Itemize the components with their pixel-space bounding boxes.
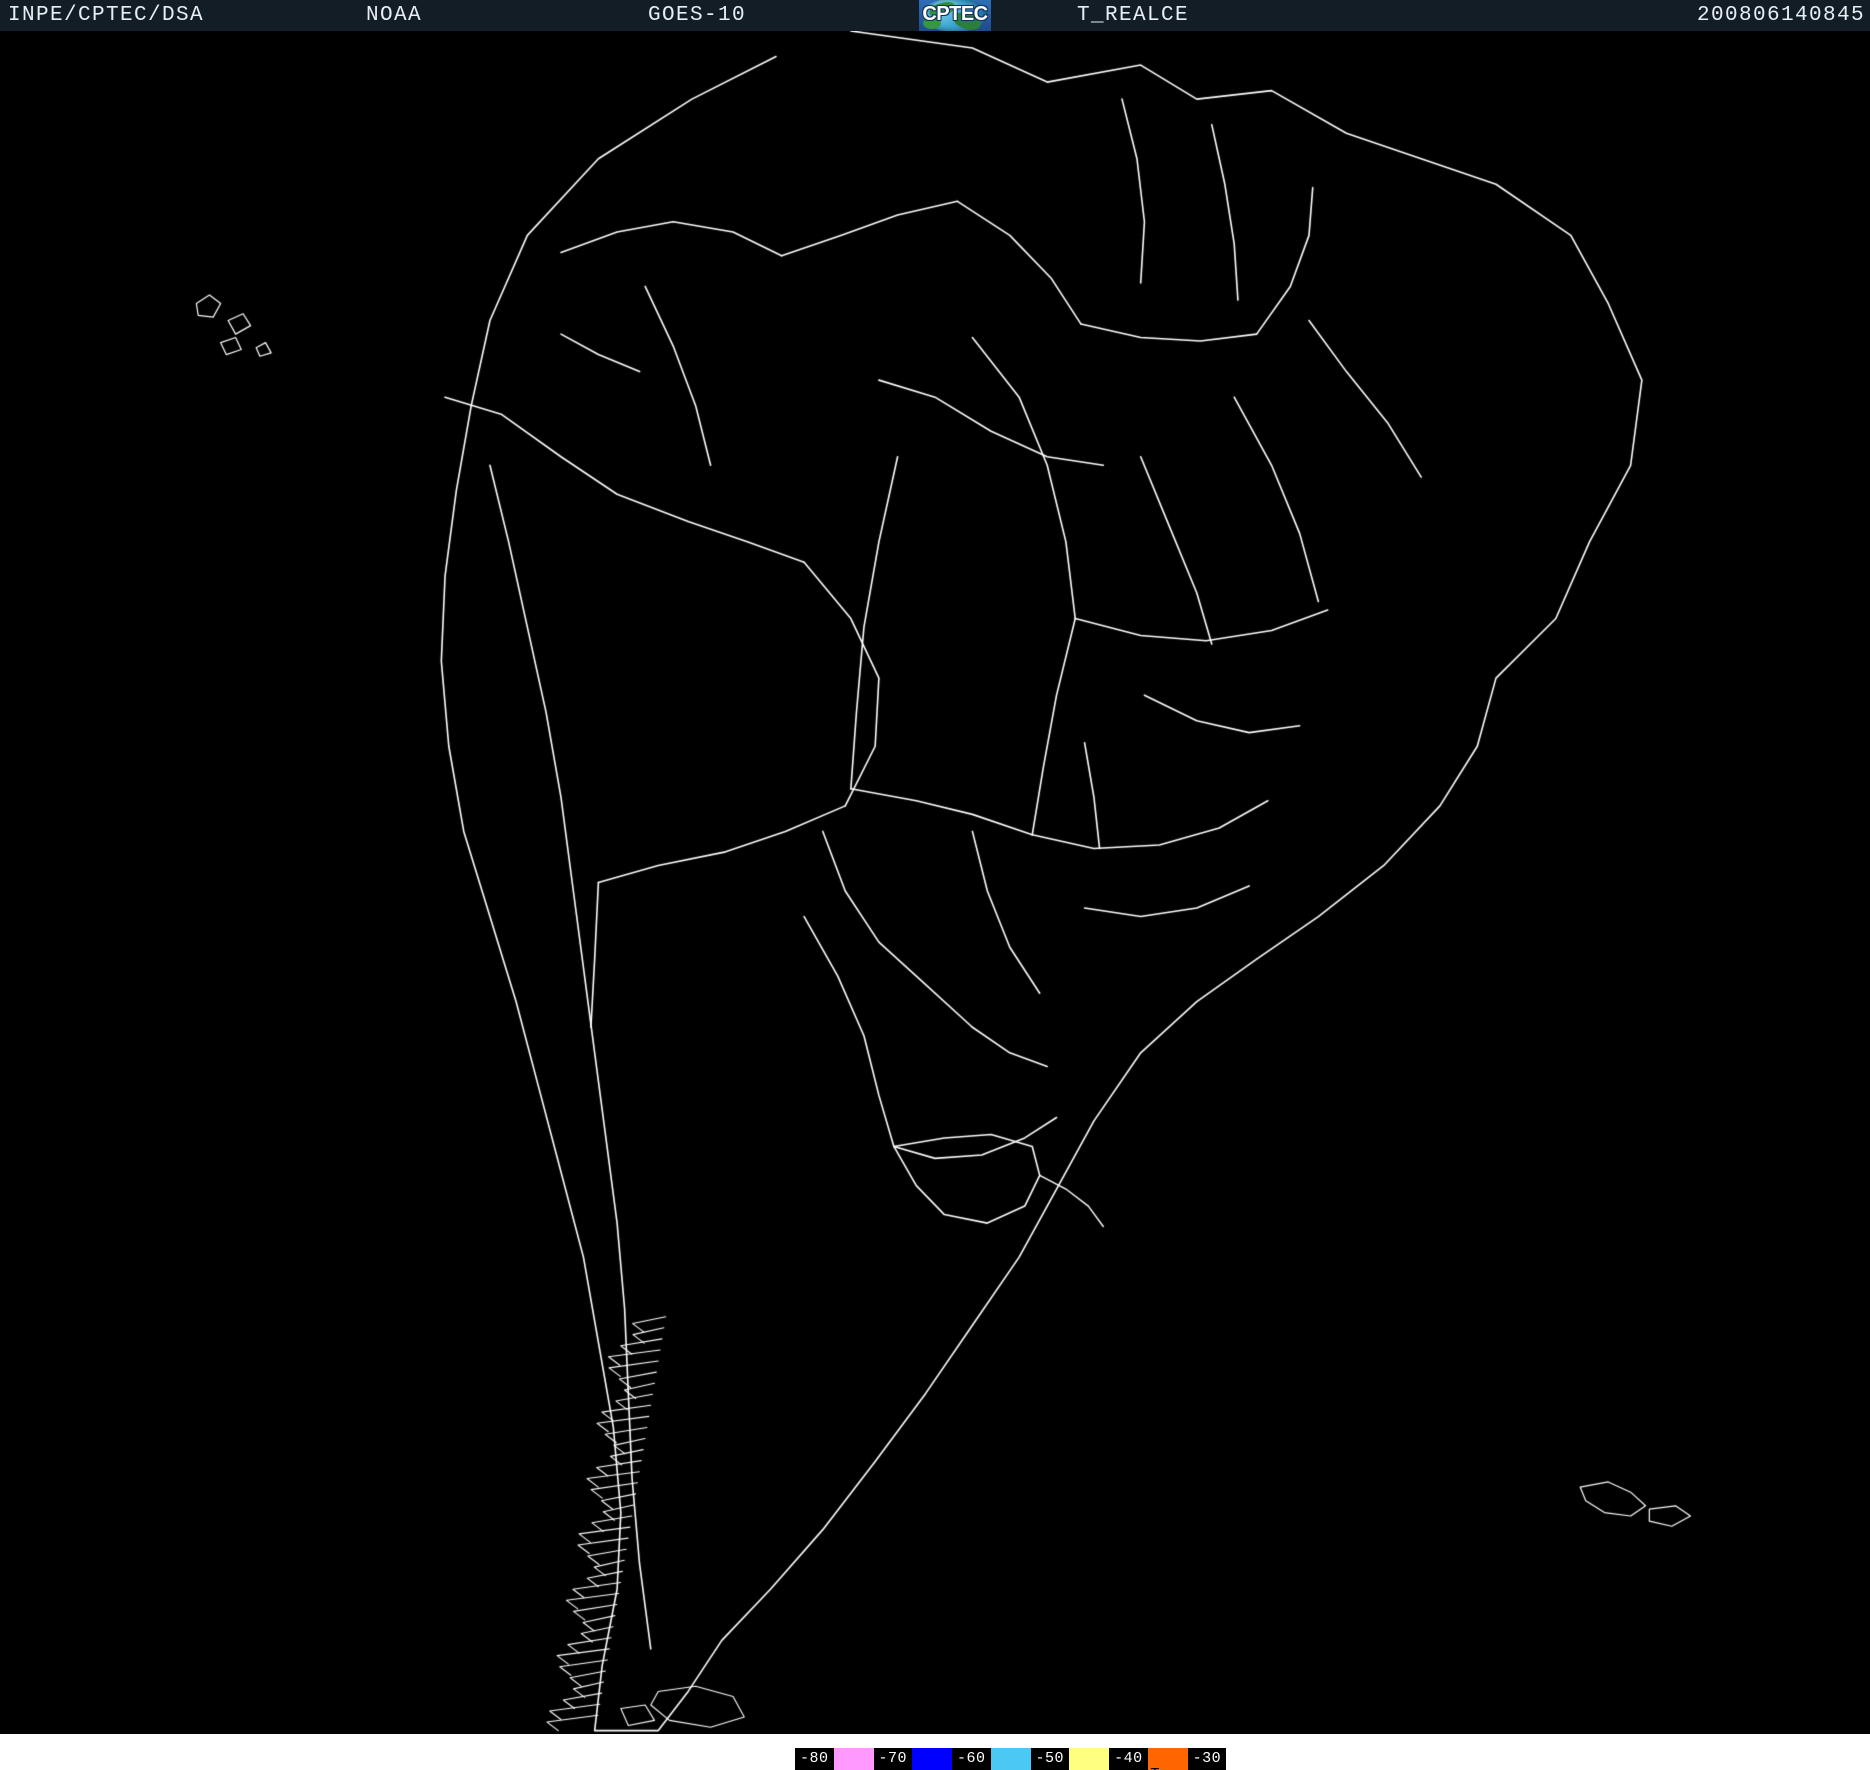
header-satellite-label: GOES-10 [648, 4, 747, 27]
colorbar-caption-temperature: Temperatura [1150, 1766, 1256, 1770]
satellite-image-canvas [0, 31, 1870, 1734]
colorbar-swatch-yellow [1069, 1748, 1110, 1770]
header-timestamp-label: 200806140845 [1697, 4, 1866, 27]
colorbar-tick-label: -70 [873, 1748, 913, 1770]
colorbar-tick-label: -30 [1187, 1748, 1227, 1770]
colorbar-tick-label: -80 [795, 1748, 834, 1770]
colorbar-swatch-blue [912, 1748, 953, 1770]
satellite-image [0, 31, 1870, 1734]
colorbar-tick-label: -60 [952, 1748, 991, 1770]
colorbar-tick-label: -40 [1109, 1748, 1148, 1770]
header-satellite-owner-label: NOAA [366, 4, 423, 27]
colorbar-caption: Temperatura Celsius [1112, 1749, 1256, 1770]
globe-landmass-shape [923, 18, 941, 29]
colorbar-tick-label: -50 [1030, 1748, 1070, 1770]
header-source-label: INPE/CPTEC/DSA [8, 4, 205, 27]
header-bar: INPE/CPTEC/DSA NOAA GOES-10 CPTEC T_REAL… [0, 0, 1870, 31]
temperature-colorbar: -80 -70 -60 -50 -40 -30 [795, 1748, 1227, 1770]
cptec-logo-icon: CPTEC [919, 0, 991, 31]
colorbar-swatch-orange [1147, 1748, 1188, 1770]
colorbar-swatch-cyan [990, 1748, 1031, 1770]
cptec-logo-text: CPTEC [922, 3, 988, 25]
header-product-label: T_REALCE [1077, 4, 1190, 27]
colorbar-swatch-magenta [833, 1748, 874, 1770]
